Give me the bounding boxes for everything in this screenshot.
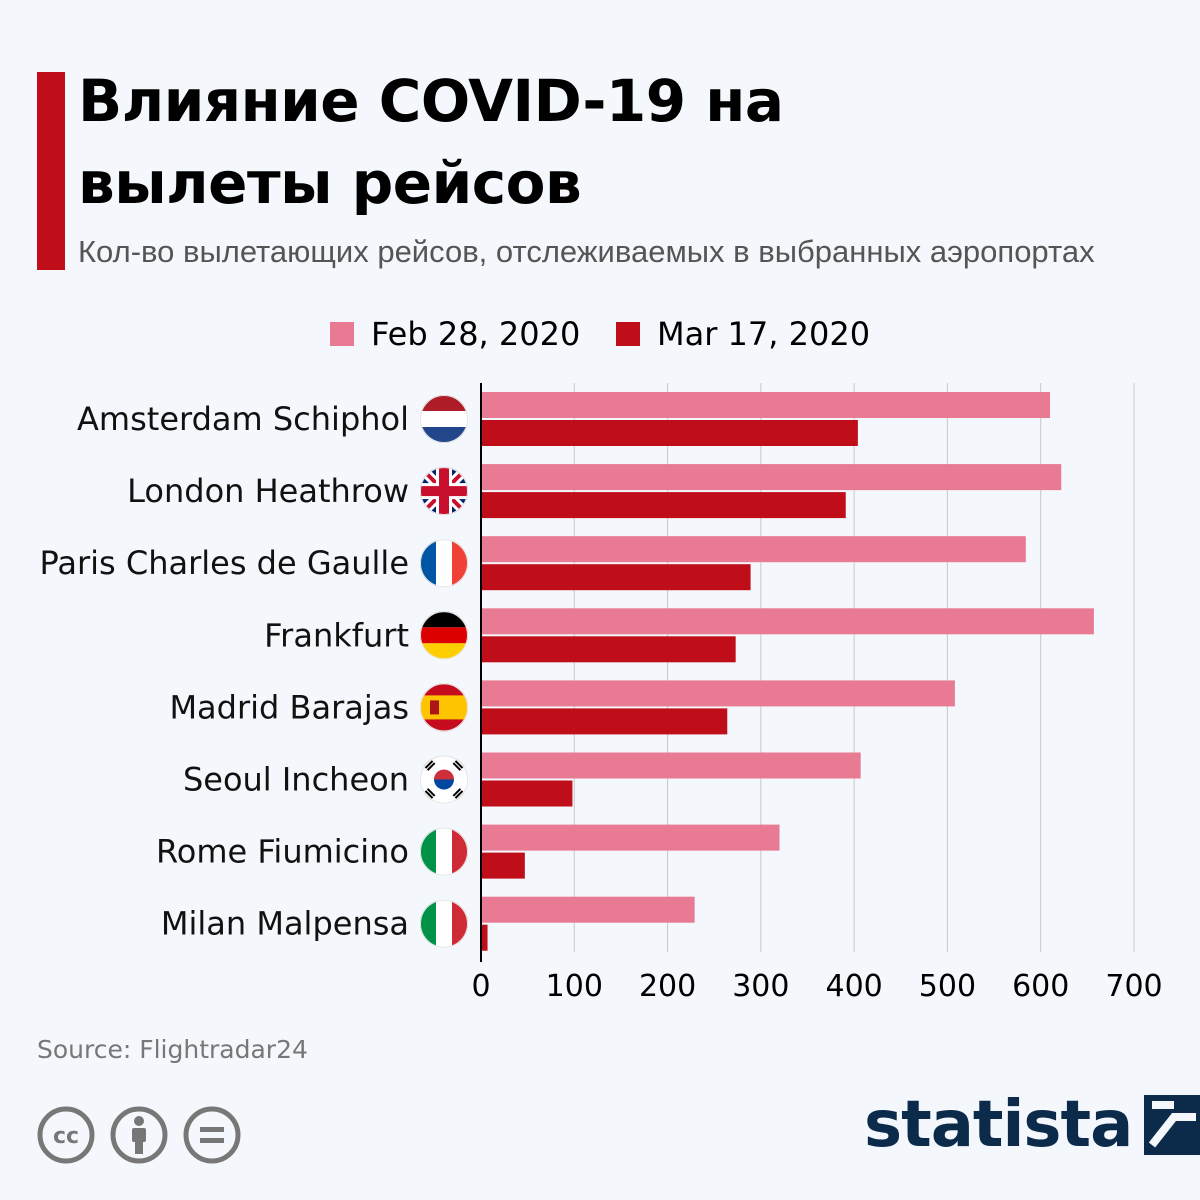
bar-mar <box>481 492 846 519</box>
legend-label-feb: Feb 28, 2020 <box>371 315 581 353</box>
title-accent-bar <box>37 72 65 270</box>
title-line-1: Влияние COVID-19 на <box>78 67 784 135</box>
x-tick-label: 100 <box>546 969 603 1004</box>
attribution-icon <box>110 1106 168 1164</box>
spain-flag-icon <box>420 683 468 732</box>
page-subtitle: Кол-во вылетающих рейсов, отслеживаемых … <box>78 234 1095 269</box>
france-flag-icon <box>420 539 468 588</box>
x-tick-label: 600 <box>1012 969 1069 1004</box>
x-tick-label: 700 <box>1105 969 1162 1004</box>
category-label: Paris Charles de Gaulle <box>40 544 410 582</box>
bar-mar <box>481 636 736 663</box>
bar-mar <box>481 852 525 879</box>
category-label: London Heathrow <box>127 472 409 510</box>
bar-feb <box>481 392 1051 418</box>
title-line-2: вылеты рейсов <box>78 149 582 217</box>
bar-feb <box>481 896 695 923</box>
legend-swatch-mar <box>616 322 640 346</box>
category-label: Frankfurt <box>264 616 409 654</box>
bar-feb <box>481 752 861 779</box>
legend-item-feb: Feb 28, 2020 <box>330 315 580 353</box>
no-derivatives-icon <box>183 1106 241 1164</box>
flights-bar-chart: 0 100 200 300 400 500 600 700 Amsterdam Schiphol… <box>40 383 1163 1004</box>
south-korea-flag-icon <box>420 755 468 804</box>
uk-flag-icon <box>420 467 468 516</box>
category-label: Milan Malpensa <box>161 905 409 943</box>
bar-feb <box>481 680 955 707</box>
cc-icon: cc <box>37 1106 95 1164</box>
legend-swatch-feb <box>330 322 354 346</box>
bar-feb <box>481 536 1026 563</box>
bar-mar <box>481 420 858 446</box>
bar-mar <box>481 564 751 591</box>
germany-flag-icon <box>420 611 468 660</box>
x-tick-label: 300 <box>732 969 789 1004</box>
bar-mar <box>481 924 488 951</box>
legend-label-mar: Mar 17, 2020 <box>657 315 871 353</box>
italy-flag-icon <box>420 899 468 948</box>
italy-flag-icon <box>420 827 468 876</box>
x-tick-label: 500 <box>919 969 976 1004</box>
x-tick-label: 200 <box>639 969 696 1004</box>
brand-wordmark: statista <box>864 1088 1133 1162</box>
chart-legend: Feb 28, 2020 Mar 17, 2020 <box>0 315 1200 355</box>
source-note: Source: Flightradar24 <box>37 1035 308 1064</box>
statista-logo-icon <box>1144 1095 1200 1155</box>
bar-mar <box>481 780 573 807</box>
bar-feb <box>481 464 1062 491</box>
license-icons: cc <box>37 1106 241 1164</box>
legend-item-mar: Mar 17, 2020 <box>616 315 870 353</box>
x-tick-label: 400 <box>826 969 883 1004</box>
category-label: Rome Fiumicino <box>156 833 409 871</box>
category-label: Seoul Incheon <box>183 761 409 799</box>
statista-brand: statista <box>864 1088 1200 1162</box>
category-label: Amsterdam Schiphol <box>77 400 409 438</box>
svg-text:cc: cc <box>53 1124 79 1149</box>
page-title: Влияние COVID-19 на вылеты рейсов <box>78 60 1078 224</box>
x-tick-label: 0 <box>471 969 490 1004</box>
bar-mar <box>481 708 728 735</box>
bar-feb <box>481 608 1094 635</box>
netherlands-flag-icon <box>420 395 468 443</box>
category-label: Madrid Barajas <box>169 688 409 726</box>
bar-feb <box>481 824 780 851</box>
